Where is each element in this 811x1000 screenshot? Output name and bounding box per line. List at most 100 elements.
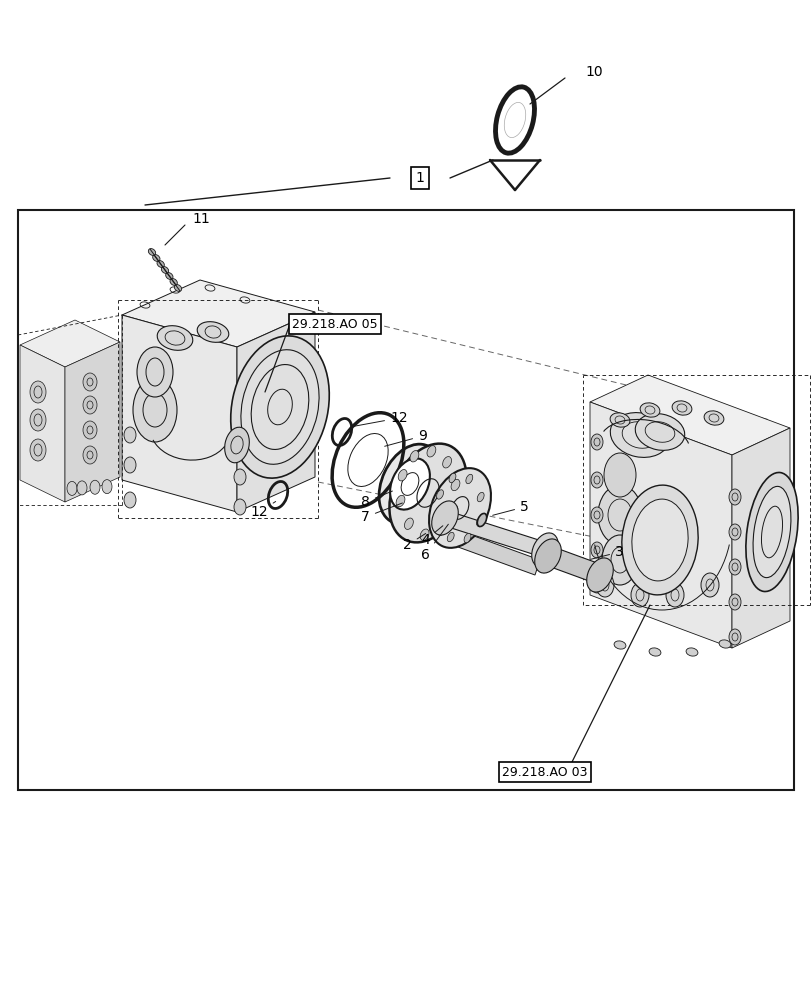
Ellipse shape bbox=[450, 479, 459, 491]
Polygon shape bbox=[20, 345, 65, 502]
Ellipse shape bbox=[590, 542, 603, 558]
Ellipse shape bbox=[447, 532, 453, 542]
Ellipse shape bbox=[603, 453, 635, 497]
Ellipse shape bbox=[124, 427, 135, 443]
Ellipse shape bbox=[477, 492, 483, 502]
Ellipse shape bbox=[672, 401, 691, 415]
Polygon shape bbox=[424, 520, 539, 575]
Ellipse shape bbox=[476, 517, 483, 526]
Text: 1: 1 bbox=[415, 171, 424, 185]
Ellipse shape bbox=[404, 518, 413, 529]
Ellipse shape bbox=[752, 486, 790, 578]
Ellipse shape bbox=[586, 558, 612, 592]
Ellipse shape bbox=[124, 457, 135, 473]
Ellipse shape bbox=[379, 444, 440, 524]
Ellipse shape bbox=[436, 514, 442, 524]
Ellipse shape bbox=[67, 481, 77, 495]
Ellipse shape bbox=[648, 648, 660, 656]
Ellipse shape bbox=[665, 583, 683, 607]
Ellipse shape bbox=[464, 533, 470, 543]
Ellipse shape bbox=[728, 559, 740, 575]
Text: 11: 11 bbox=[191, 212, 209, 226]
Ellipse shape bbox=[234, 499, 246, 515]
Ellipse shape bbox=[630, 583, 648, 607]
Polygon shape bbox=[731, 428, 789, 648]
Text: 12: 12 bbox=[352, 411, 407, 426]
Bar bbox=[18, 210, 793, 790]
Ellipse shape bbox=[169, 279, 177, 285]
Ellipse shape bbox=[609, 413, 629, 427]
Ellipse shape bbox=[703, 411, 723, 425]
Ellipse shape bbox=[436, 524, 445, 535]
Ellipse shape bbox=[719, 640, 730, 648]
Ellipse shape bbox=[410, 451, 418, 462]
Ellipse shape bbox=[234, 469, 246, 485]
Ellipse shape bbox=[728, 489, 740, 505]
Ellipse shape bbox=[448, 473, 455, 483]
Ellipse shape bbox=[30, 381, 46, 403]
Polygon shape bbox=[65, 342, 120, 502]
Ellipse shape bbox=[241, 350, 319, 464]
Polygon shape bbox=[547, 545, 599, 585]
Text: 8: 8 bbox=[361, 491, 392, 509]
Ellipse shape bbox=[83, 446, 97, 464]
Text: 6: 6 bbox=[421, 524, 448, 562]
Ellipse shape bbox=[595, 573, 613, 597]
Ellipse shape bbox=[431, 501, 457, 535]
Ellipse shape bbox=[148, 249, 156, 255]
Ellipse shape bbox=[157, 261, 164, 267]
Ellipse shape bbox=[197, 322, 229, 342]
Ellipse shape bbox=[124, 492, 135, 508]
Ellipse shape bbox=[436, 490, 443, 499]
Text: 5: 5 bbox=[492, 500, 528, 515]
Ellipse shape bbox=[685, 648, 697, 656]
Text: 2: 2 bbox=[403, 533, 425, 552]
Ellipse shape bbox=[590, 434, 603, 450]
Polygon shape bbox=[122, 315, 237, 512]
Ellipse shape bbox=[419, 529, 428, 540]
Ellipse shape bbox=[157, 326, 192, 350]
Ellipse shape bbox=[428, 468, 491, 548]
Ellipse shape bbox=[230, 336, 329, 478]
Ellipse shape bbox=[389, 458, 429, 510]
Ellipse shape bbox=[466, 474, 472, 484]
Ellipse shape bbox=[396, 495, 405, 507]
Ellipse shape bbox=[161, 267, 169, 273]
Polygon shape bbox=[590, 402, 731, 648]
Text: 12: 12 bbox=[250, 501, 275, 519]
Ellipse shape bbox=[531, 533, 558, 567]
Ellipse shape bbox=[448, 505, 457, 516]
Ellipse shape bbox=[442, 457, 451, 468]
Text: 9: 9 bbox=[384, 429, 427, 446]
Ellipse shape bbox=[83, 396, 97, 414]
Ellipse shape bbox=[165, 273, 173, 279]
Ellipse shape bbox=[133, 378, 177, 442]
Ellipse shape bbox=[590, 472, 603, 488]
Ellipse shape bbox=[639, 403, 659, 417]
Ellipse shape bbox=[634, 414, 684, 450]
Ellipse shape bbox=[601, 535, 637, 585]
Ellipse shape bbox=[389, 444, 466, 542]
Ellipse shape bbox=[77, 481, 87, 495]
Ellipse shape bbox=[30, 409, 46, 431]
Ellipse shape bbox=[30, 439, 46, 461]
Ellipse shape bbox=[613, 641, 625, 649]
Ellipse shape bbox=[152, 255, 160, 261]
Polygon shape bbox=[122, 280, 315, 347]
Ellipse shape bbox=[590, 507, 603, 523]
Ellipse shape bbox=[397, 470, 406, 481]
Text: 7: 7 bbox=[361, 503, 402, 524]
Ellipse shape bbox=[590, 577, 603, 593]
Ellipse shape bbox=[102, 480, 112, 494]
Text: 10: 10 bbox=[584, 65, 602, 79]
Ellipse shape bbox=[83, 373, 97, 391]
Ellipse shape bbox=[728, 594, 740, 610]
Text: 4: 4 bbox=[421, 526, 442, 547]
Text: 29.218.AO 05: 29.218.AO 05 bbox=[292, 318, 377, 330]
Ellipse shape bbox=[728, 629, 740, 645]
Ellipse shape bbox=[225, 427, 249, 463]
Ellipse shape bbox=[621, 422, 657, 448]
Polygon shape bbox=[590, 375, 789, 455]
Polygon shape bbox=[444, 510, 544, 558]
Ellipse shape bbox=[631, 499, 687, 581]
